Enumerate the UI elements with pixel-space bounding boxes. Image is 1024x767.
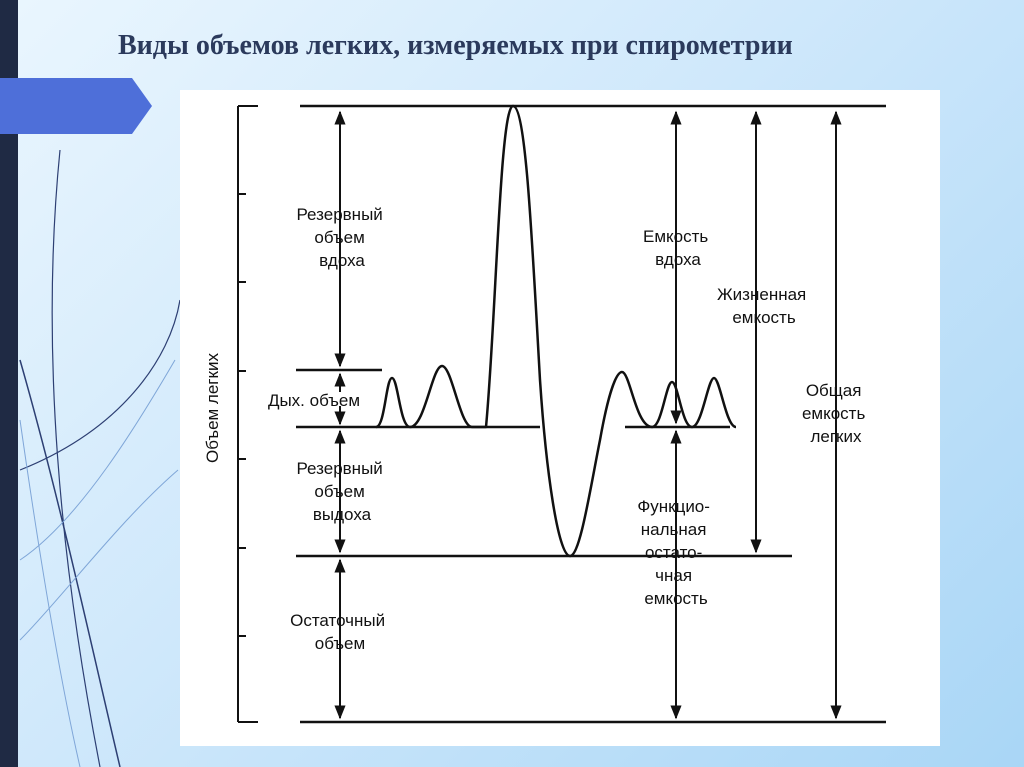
label-tidal-volume: Дых. объем <box>268 391 360 410</box>
measurement-arrows <box>334 110 842 720</box>
label-inspiratory-reserve: Резервный объем вдоха <box>296 205 387 270</box>
accent-tab <box>0 78 152 134</box>
diagram-panel: Объем легких Резервный объем <box>180 90 940 746</box>
level-lines <box>296 104 886 724</box>
slide-title: Виды объемов легких, измеряемых при спир… <box>118 30 793 61</box>
decorative-curves <box>19 149 181 767</box>
label-vital-capacity: Жизненная емкость <box>717 285 811 327</box>
label-total-lung-capacity: Общая емкость легких <box>802 381 870 446</box>
label-expiratory-reserve: Резервный объем выдоха <box>296 459 387 524</box>
label-functional-residual-capacity: Функцио- нальная остато- чная емкость <box>637 497 714 608</box>
volume-axis <box>237 105 258 723</box>
label-inspiratory-capacity: Емкость вдоха <box>643 227 713 269</box>
label-residual-volume: Остаточный объем <box>290 611 390 653</box>
axis-label: Объем легких <box>203 353 222 463</box>
spirogram-curve <box>375 104 737 558</box>
left-dark-bar <box>0 0 18 767</box>
lung-volume-diagram: Объем легких Резервный объем <box>203 104 886 724</box>
